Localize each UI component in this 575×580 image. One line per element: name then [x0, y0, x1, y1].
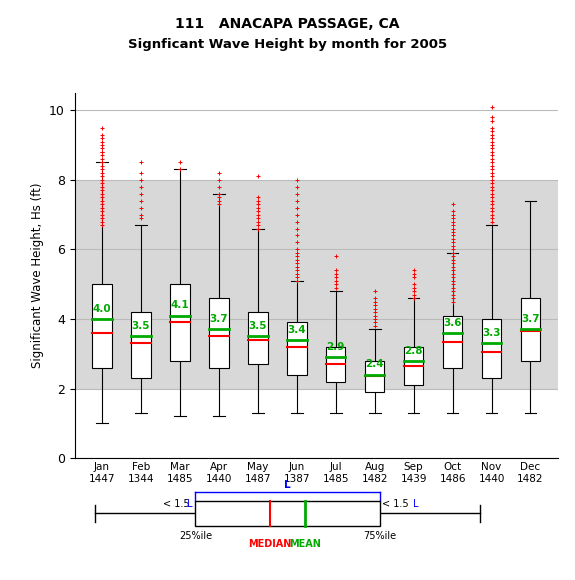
Text: L: L [284, 480, 291, 490]
Text: 25%ile: 25%ile [179, 531, 212, 541]
Text: 4.1: 4.1 [171, 300, 189, 310]
Bar [521, 298, 540, 361]
Text: MEAN: MEAN [289, 539, 321, 549]
Y-axis label: Significant Wave Height, Hs (ft): Significant Wave Height, Hs (ft) [30, 183, 44, 368]
Text: < 1.5: < 1.5 [163, 499, 193, 509]
Text: 3.3: 3.3 [482, 328, 501, 338]
Text: 2.4: 2.4 [365, 360, 384, 369]
Bar [248, 312, 267, 364]
Text: 3.4: 3.4 [288, 325, 306, 335]
Bar [443, 316, 462, 368]
Text: Signficant Wave Height by month for 2005: Signficant Wave Height by month for 2005 [128, 38, 447, 50]
Text: L: L [413, 499, 419, 509]
Text: MEDIAN: MEDIAN [248, 539, 292, 549]
Text: < 1.5: < 1.5 [382, 499, 412, 509]
Bar [365, 361, 385, 392]
Text: 2.8: 2.8 [404, 346, 423, 356]
Bar [92, 284, 112, 368]
Text: 3.7: 3.7 [209, 314, 228, 324]
Bar [170, 284, 190, 361]
Bar [196, 501, 380, 526]
Text: 111   ANACAPA PASSAGE, CA: 111 ANACAPA PASSAGE, CA [175, 17, 400, 31]
Bar [482, 319, 501, 378]
Bar [131, 312, 151, 378]
Text: 3.5: 3.5 [248, 321, 267, 331]
Bar [287, 322, 306, 375]
Text: 4.0: 4.0 [93, 304, 112, 314]
Text: 2.9: 2.9 [327, 342, 345, 352]
Text: L: L [159, 499, 193, 509]
Text: 75%ile: 75%ile [363, 531, 396, 541]
Bar [209, 298, 229, 368]
Bar [404, 347, 423, 385]
Bar [326, 347, 346, 382]
Bar [75, 180, 558, 389]
Text: 3.5: 3.5 [132, 321, 150, 331]
Text: 3.6: 3.6 [443, 318, 462, 328]
Text: 3.7: 3.7 [521, 314, 540, 324]
